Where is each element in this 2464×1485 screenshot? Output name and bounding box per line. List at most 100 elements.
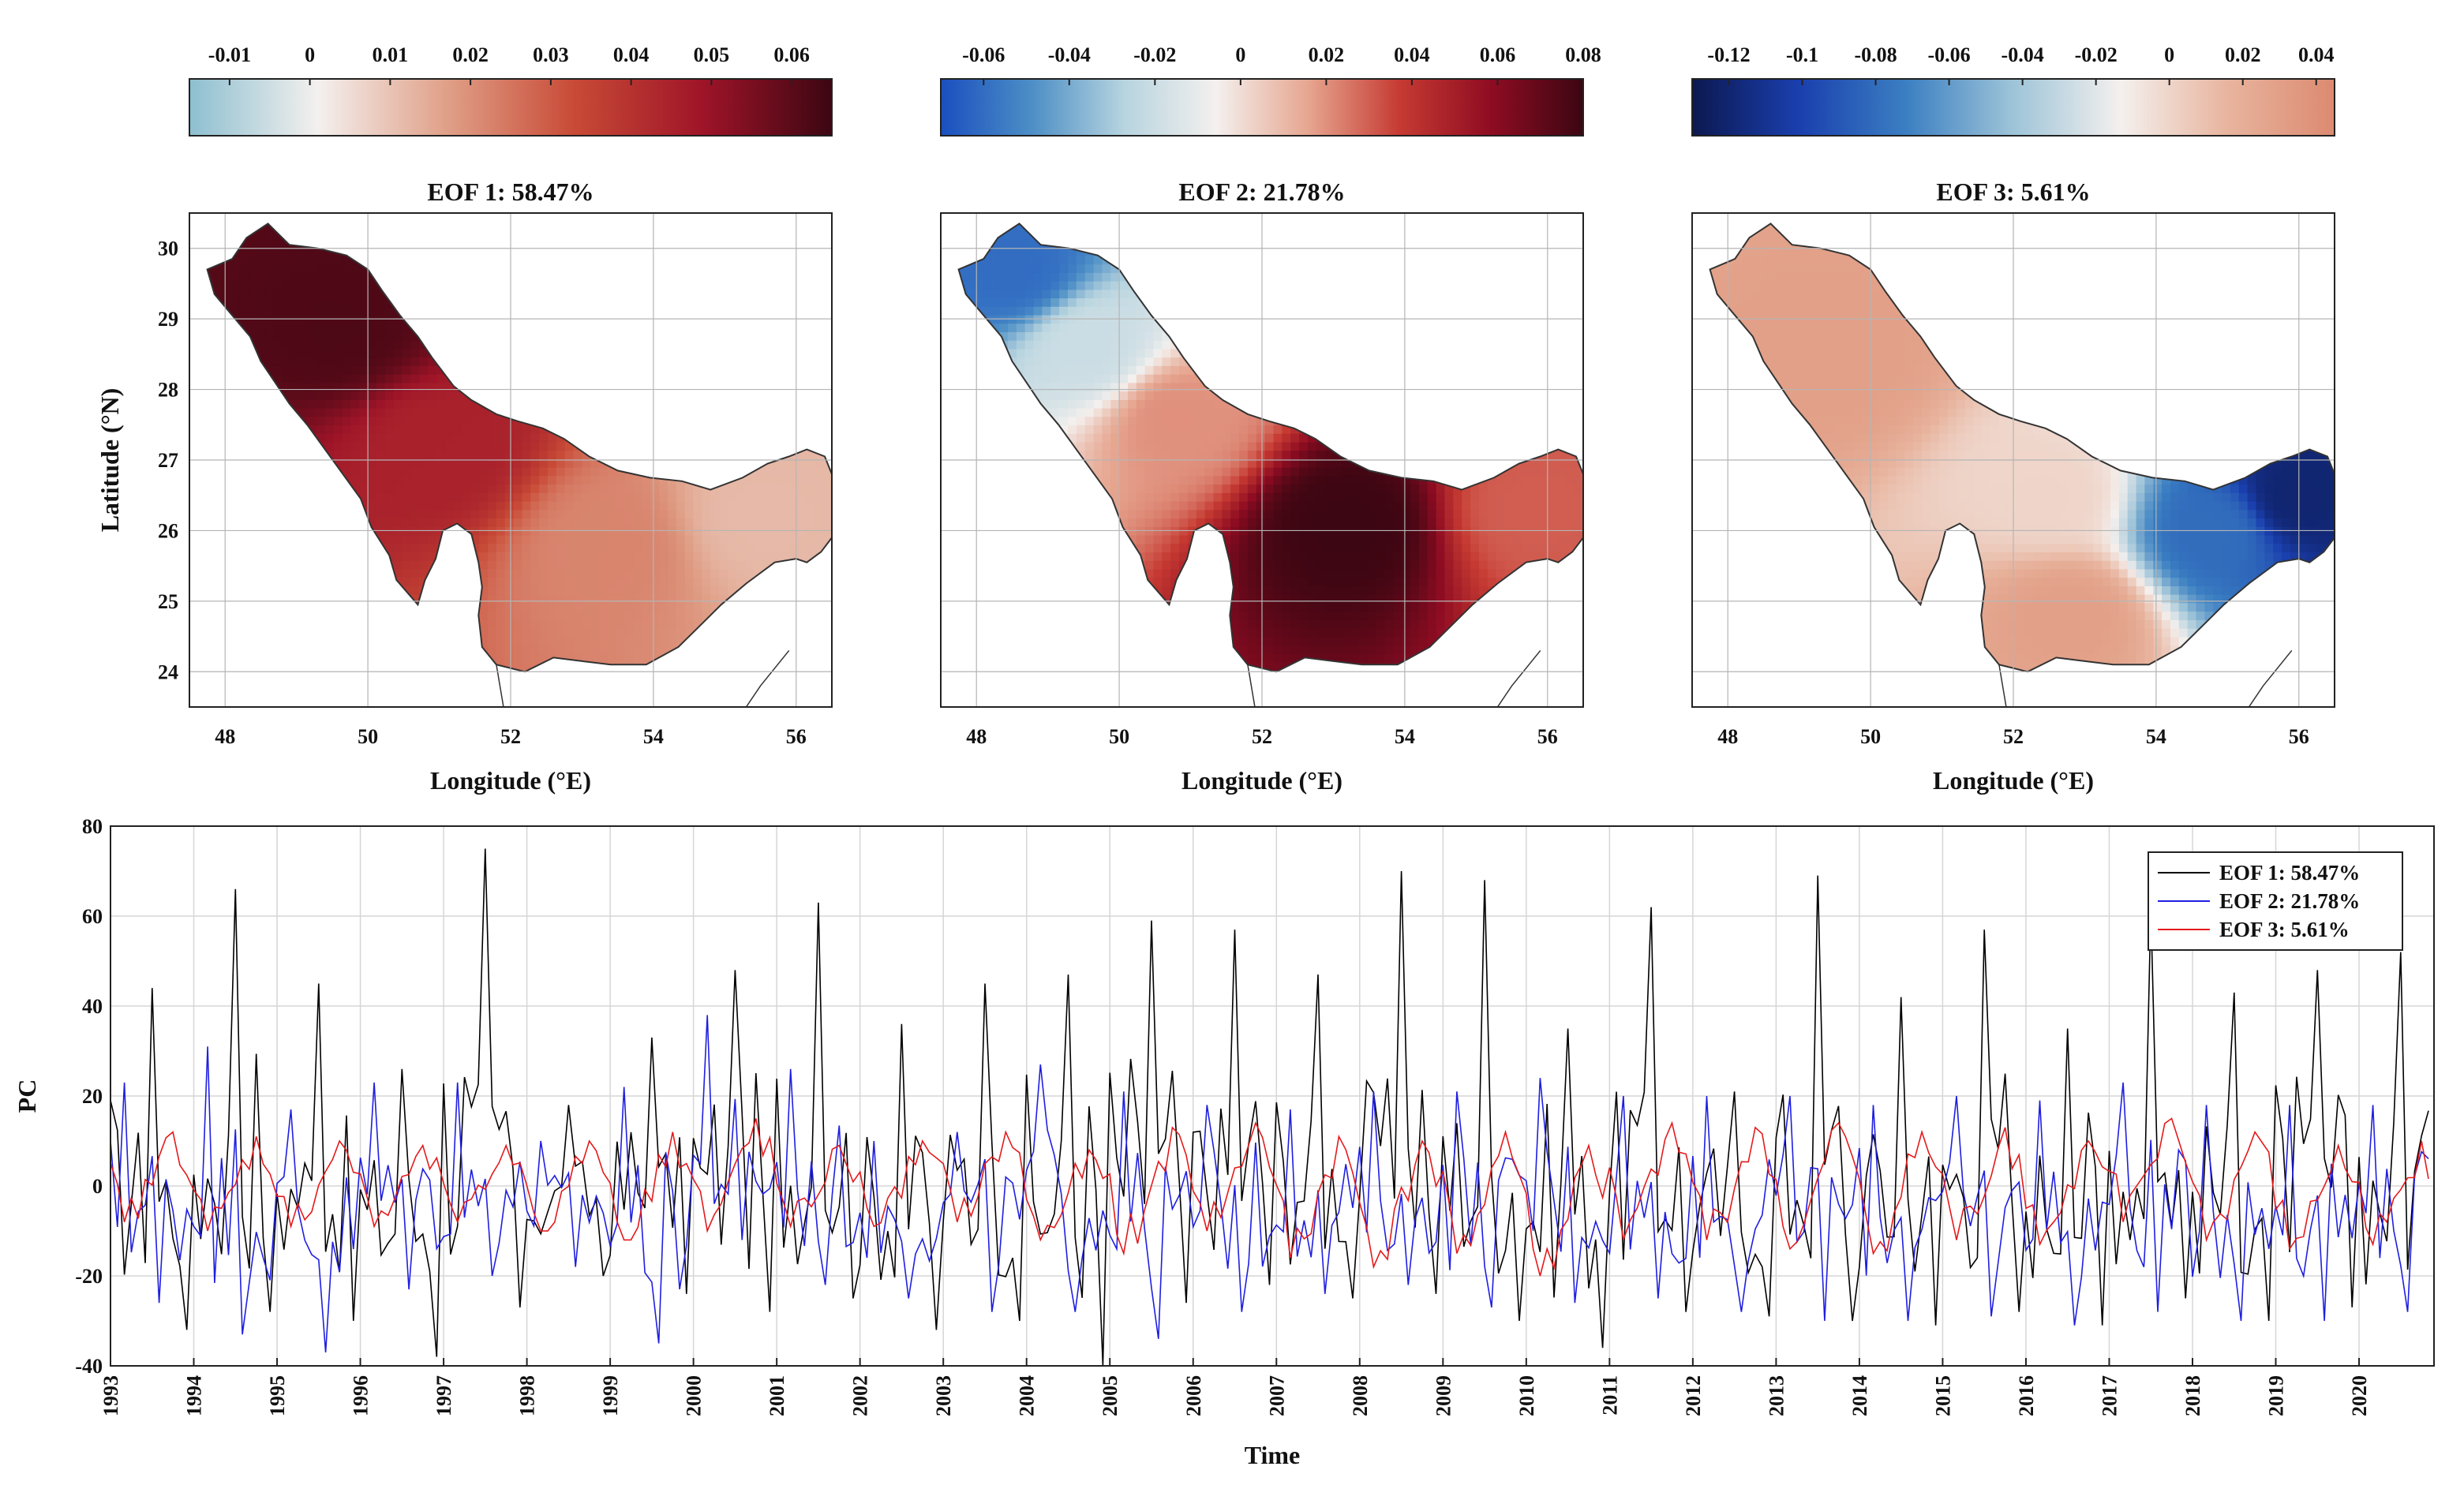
- heatmap-cell: [1042, 255, 1052, 265]
- heatmap-cell: [504, 627, 515, 638]
- heatmap-cell: [479, 627, 489, 638]
- heatmap-cell: [676, 568, 686, 578]
- heatmap-cell: [273, 289, 283, 299]
- heatmap-cell: [702, 500, 712, 511]
- heatmap-cell: [342, 391, 352, 400]
- heatmap-cell: [470, 492, 481, 502]
- heatmap-cell: [513, 560, 523, 570]
- heatmap-cell: [393, 331, 403, 341]
- heatmap-cell: [513, 458, 523, 468]
- heatmap-cell: [342, 297, 352, 307]
- heatmap-cell: [273, 306, 283, 316]
- heatmap-cell: [556, 627, 566, 638]
- heatmap-cell: [368, 475, 377, 485]
- heatmap-cell: [384, 433, 395, 443]
- heatmap-cell: [316, 416, 326, 426]
- heatmap-cell: [264, 280, 275, 290]
- heatmap-cell: [1050, 357, 1060, 366]
- heatmap-cell: [650, 534, 660, 544]
- heatmap-cell: [479, 518, 489, 527]
- heatmap-cell: [316, 425, 326, 434]
- heatmap-cell: [239, 280, 249, 290]
- heatmap-cell: [316, 289, 326, 299]
- heatmap-cell: [350, 289, 361, 299]
- heatmap-cell: [359, 382, 369, 392]
- heatmap-cell: [590, 458, 600, 468]
- heatmap-cell: [659, 492, 668, 502]
- heatmap-cell: [479, 611, 489, 620]
- heatmap-cell: [384, 450, 395, 459]
- heatmap-cell: [668, 552, 677, 561]
- heatmap-cell: [813, 534, 823, 544]
- heatmap-cell: [796, 552, 806, 561]
- heatmap-cell: [402, 585, 412, 595]
- heatmap-cell: [290, 272, 301, 282]
- heatmap-cell: [616, 500, 626, 511]
- heatmap-cell: [264, 272, 275, 282]
- heatmap-cell: [573, 653, 583, 663]
- heatmap-cell: [668, 593, 677, 604]
- heatmap-cell: [504, 509, 515, 519]
- heatmap-cell: [530, 466, 540, 477]
- heatmap-cell: [719, 593, 728, 604]
- heatmap-cell: [539, 627, 549, 638]
- heatmap-cell: [479, 433, 489, 443]
- heatmap-cell: [728, 560, 737, 570]
- heatmap-cell: [504, 492, 515, 502]
- heatmap-cell: [736, 484, 746, 493]
- heatmap-cell: [257, 246, 266, 256]
- heatmap-cell: [1050, 365, 1060, 375]
- heatmap-cell: [410, 492, 421, 502]
- heatmap-cell: [488, 653, 497, 663]
- heatmap-cell: [599, 509, 609, 519]
- y-tick-label: 26: [158, 519, 178, 542]
- heatmap-cell: [1016, 289, 1026, 299]
- heatmap-cell: [316, 391, 326, 400]
- heatmap-cell: [999, 238, 1009, 248]
- heatmap-cell: [839, 458, 848, 468]
- heatmap-cell: [693, 500, 703, 511]
- heatmap-cell: [564, 585, 575, 595]
- heatmap-cell: [564, 593, 575, 604]
- heatmap-cell: [702, 509, 712, 519]
- heatmap-cell: [684, 627, 695, 638]
- heatmap-cell: [796, 475, 806, 485]
- heatmap-cell: [530, 509, 540, 519]
- heatmap-cell: [1016, 357, 1026, 366]
- heatmap-cell: [599, 577, 609, 586]
- heatmap-cell: [316, 272, 326, 282]
- heatmap-cell: [616, 552, 626, 561]
- heatmap-cell: [333, 323, 343, 332]
- heatmap-cell: [410, 484, 421, 493]
- heatmap-cell: [1016, 331, 1026, 341]
- heatmap-cell: [1016, 255, 1026, 265]
- heatmap-cell: [290, 373, 301, 383]
- heatmap-cell: [999, 280, 1009, 290]
- heatmap-cell: [548, 627, 557, 638]
- heatmap-cell: [839, 264, 848, 273]
- heatmap-cell: [990, 255, 1000, 265]
- heatmap-cell: [402, 484, 412, 493]
- heatmap-cell: [839, 247, 848, 256]
- heatmap-cell: [479, 602, 489, 612]
- heatmap-cell: [564, 645, 575, 654]
- heatmap-cell: [428, 441, 437, 451]
- heatmap-cell: [590, 552, 600, 561]
- heatmap-cell: [316, 382, 326, 392]
- heatmap-cell: [564, 484, 575, 493]
- heatmap-cell: [753, 466, 763, 477]
- heatmap-cell: [222, 297, 232, 307]
- heatmap-cell: [428, 391, 437, 400]
- heatmap-cell: [257, 289, 266, 299]
- heatmap-cell: [470, 466, 481, 477]
- heatmap-cell: [650, 543, 660, 552]
- heatmap-cell: [359, 348, 369, 358]
- heatmap-cell: [1008, 331, 1017, 341]
- heatmap-cell: [728, 500, 737, 511]
- heatmap-cell: [384, 425, 395, 434]
- heatmap-cell: [504, 441, 515, 451]
- heatmap-cell: [633, 484, 643, 493]
- heatmap-cell: [410, 593, 421, 604]
- heatmap-cell: [839, 484, 848, 493]
- heatmap-cell: [496, 602, 506, 612]
